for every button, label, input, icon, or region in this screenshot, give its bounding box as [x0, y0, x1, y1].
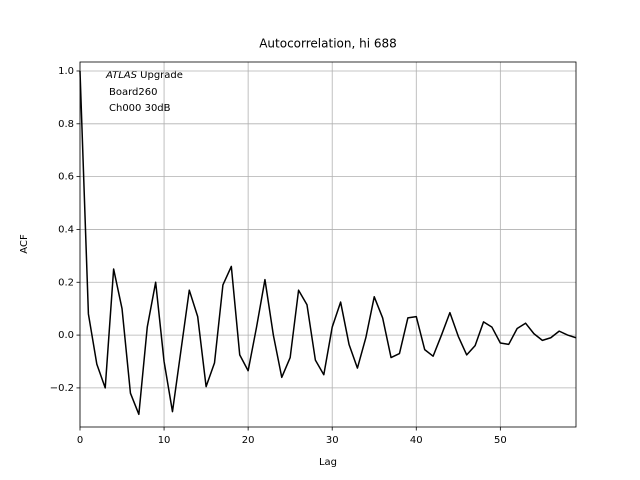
y-tick-label: 0.8	[58, 119, 74, 130]
x-tick-label: 30	[326, 435, 339, 446]
y-tick-label: 1.0	[58, 66, 74, 77]
x-tick-label: 50	[494, 435, 507, 446]
annotation-part: ATLAS	[105, 70, 138, 81]
annotation-line: Ch000 30dB	[109, 103, 171, 114]
x-tick-label: 20	[242, 435, 255, 446]
y-tick-label: 0.6	[58, 172, 74, 183]
x-tick-label: 0	[77, 435, 83, 446]
y-axis-label: ACF	[19, 234, 30, 254]
y-tick-label: 0.4	[58, 224, 74, 235]
data-line	[79, 70, 577, 416]
x-axis-label: Lag	[319, 457, 337, 468]
y-tick-label: 0.0	[58, 330, 74, 341]
annotation: ATLAS Upgrade	[105, 70, 183, 81]
annotation-part: Upgrade	[140, 70, 183, 81]
annotation-line: Board260	[109, 87, 157, 98]
y-tick-label: −0.2	[50, 383, 74, 394]
x-tick-label: 40	[410, 435, 423, 446]
y-tick-label: 0.2	[58, 277, 74, 288]
chart-title: Autocorrelation, hi 688	[259, 37, 397, 51]
x-tick-label: 10	[158, 435, 171, 446]
plot-frame	[79, 61, 577, 428]
